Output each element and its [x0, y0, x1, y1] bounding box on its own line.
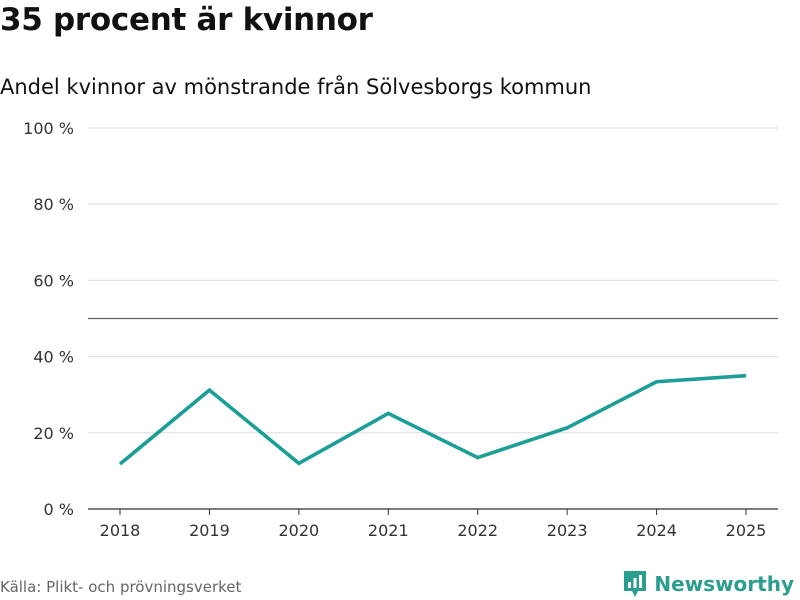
y-tick-label: 100 % [23, 119, 74, 138]
x-tick-label: 2024 [636, 521, 677, 540]
x-tick-label: 2025 [726, 521, 767, 540]
y-tick-label: 40 % [33, 348, 74, 367]
x-tick-label: 2022 [457, 521, 498, 540]
newsworthy-logo-icon [624, 571, 647, 597]
y-tick-label: 60 % [33, 271, 74, 290]
series-layer [118, 373, 747, 466]
axis-layer: 0 % 20 % 40 % 60 % 80 % 100 % 2018 2019 2020 2021… [23, 119, 778, 540]
grid-layer [88, 127, 778, 434]
x-tick-label: 2019 [189, 521, 230, 540]
y-tick-label: 20 % [33, 424, 74, 443]
series-line-andel-kvinnor [118, 373, 747, 466]
chart-title: 35 procent är kvinnor [0, 2, 373, 38]
y-tick-label: 0 % [44, 500, 74, 519]
chart-subtitle: Andel kvinnor av mönstrande från Sölvesb… [0, 75, 592, 99]
x-tick-label: 2023 [547, 521, 588, 540]
x-tick-label: 2021 [368, 521, 409, 540]
source-note: Källa: Plikt- och prövningsverket [0, 578, 242, 596]
x-tick-label: 2018 [100, 521, 141, 540]
y-tick-label: 80 % [33, 195, 74, 214]
x-tick-label: 2020 [278, 521, 319, 540]
brand-name: Newsworthy [654, 572, 794, 596]
brand-logo: Newsworthy [622, 569, 794, 599]
